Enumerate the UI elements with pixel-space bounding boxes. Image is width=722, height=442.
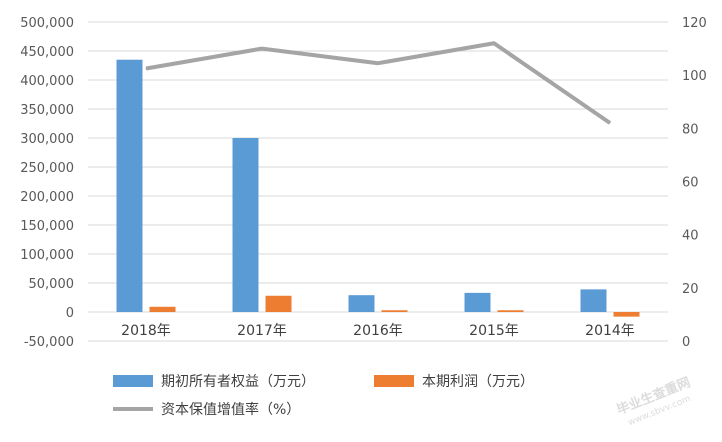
y-right-tick-label: 80 (682, 122, 699, 137)
y-right-tick-label: 40 (682, 229, 699, 244)
y-left-tick-label: 200,000 (20, 190, 74, 205)
x-category-label: 2014年 (585, 323, 635, 339)
y-right-tick-label: 0 (682, 335, 690, 350)
x-category-label: 2017年 (237, 323, 287, 339)
watermark: 毕业生查重网 www.sbvv.com (614, 374, 692, 428)
y-right-tick-label: 60 (682, 176, 699, 191)
y-left-tick-label: 450,000 (20, 45, 74, 60)
y-left-tick-label: 350,000 (20, 103, 74, 118)
y-left-tick-label: 300,000 (20, 132, 74, 147)
bar-equity (348, 295, 375, 312)
y-left-tick-label: 400,000 (20, 74, 74, 89)
legend: 期初所有者权益（万元） 本期利润（万元） 资本保值增值率（%） (113, 373, 534, 418)
y-left-tick-label: 50,000 (29, 277, 75, 292)
bar-profit (265, 295, 292, 312)
bar-equity (580, 289, 607, 312)
gridlines (88, 21, 668, 342)
bar-equity (232, 138, 259, 312)
y-left-tick-label: 500,000 (20, 16, 74, 31)
legend-label: 资本保值增值率（%） (161, 401, 300, 418)
y-left-tick-label: 250,000 (20, 161, 74, 176)
x-category-label: 2016年 (353, 323, 403, 339)
y-right-tick-label: 100 (682, 69, 707, 84)
bar-equity (464, 292, 491, 312)
axes: -50,000 0 50,000 100,000 150,000 200,000 250,0… (20, 16, 707, 350)
y-right-tick-label: 120 (682, 16, 707, 31)
bar-equity (116, 59, 143, 313)
legend-swatch (113, 375, 153, 387)
y-left-tick-label: 150,000 (20, 219, 74, 234)
bar-profit (497, 310, 524, 312)
y-left-tick-label: -50,000 (24, 335, 74, 350)
line-point (261, 48, 263, 50)
bar-series (116, 59, 640, 317)
line-point (145, 68, 147, 70)
bar-profit (381, 310, 408, 312)
legend-label: 本期利润（万元） (422, 374, 534, 390)
line-point (609, 122, 611, 124)
legend-swatch (374, 375, 414, 387)
legend-label: 期初所有者权益（万元） (161, 373, 315, 390)
line-series (145, 41, 612, 125)
y-left-tick-label: 0 (66, 306, 74, 321)
line-capital-ratio (145, 41, 612, 125)
line-point (377, 62, 379, 64)
x-category-label: 2015年 (469, 323, 519, 339)
bar-profit (149, 306, 176, 312)
bar-profit (613, 312, 640, 317)
line-point (493, 42, 495, 44)
y-right-tick-label: 20 (682, 282, 699, 297)
x-category-label: 2018年 (121, 323, 171, 339)
y-left-tick-label: 100,000 (20, 248, 74, 263)
